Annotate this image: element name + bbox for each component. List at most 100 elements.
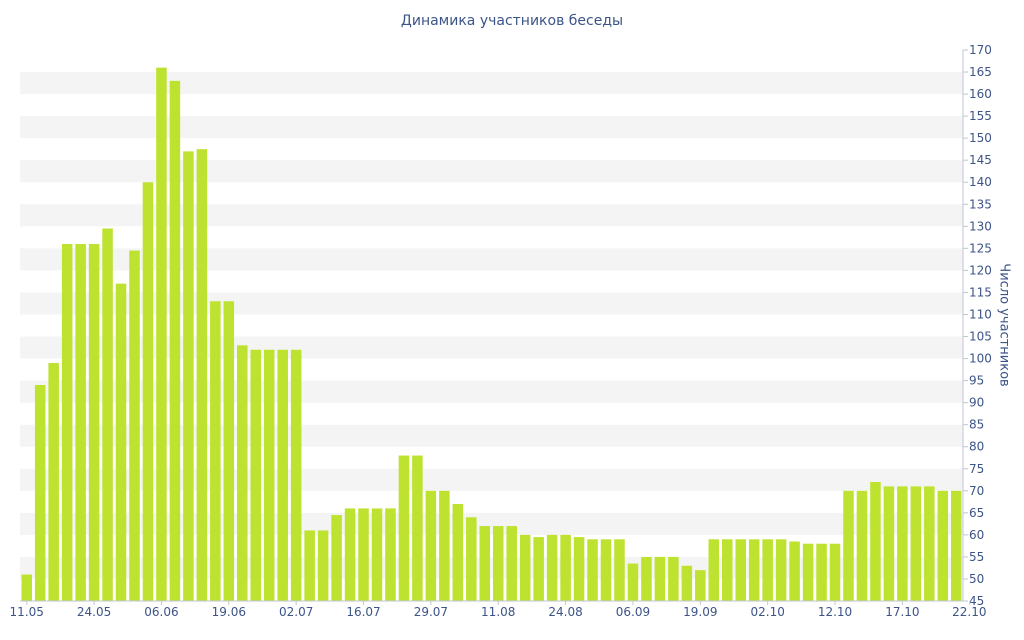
bar — [937, 490, 949, 601]
bar — [802, 543, 814, 601]
y-tick-label: 45 — [969, 594, 984, 608]
bar — [843, 490, 854, 601]
y-tick-label: 50 — [969, 572, 984, 586]
bar — [304, 530, 315, 601]
y-tick-label: 120 — [969, 263, 992, 277]
y-tick-label: 75 — [969, 462, 984, 476]
y-tick-label: 60 — [969, 528, 984, 542]
bar — [775, 539, 787, 601]
bar — [748, 539, 760, 601]
bar — [223, 301, 235, 601]
bar — [21, 574, 32, 601]
x-axis: 11.05 24.05 06.06 19.06 02.07 16.07 29.07 11.08… — [10, 600, 986, 619]
bar — [183, 151, 194, 601]
grid-band — [20, 72, 963, 95]
y-tick-label: 80 — [969, 440, 984, 454]
bar — [344, 508, 356, 601]
grid-band — [20, 248, 963, 271]
bar — [573, 537, 585, 601]
bar — [533, 537, 544, 601]
y-tick-label: 95 — [969, 374, 984, 388]
y-tick-label: 155 — [969, 109, 992, 123]
y-axis-label: Число участников — [996, 263, 1012, 387]
y-tick-label: 105 — [969, 330, 992, 344]
bar — [196, 149, 208, 601]
x-tick-label: 06.06 — [144, 605, 178, 619]
bar — [371, 508, 383, 601]
y-tick-label: 135 — [969, 197, 992, 211]
bar — [61, 243, 73, 601]
x-tick-label: 29.07 — [414, 605, 448, 619]
y-axis: 45 50 55 60 65 70 75 80 85 90 95 100 105 110 115 120 125… — [962, 43, 992, 608]
x-tick-label: 11.05 — [10, 605, 44, 619]
bar — [816, 543, 827, 601]
bar — [452, 504, 464, 601]
x-tick-label: 24.05 — [77, 605, 111, 619]
bar — [695, 570, 706, 601]
y-tick-label: 70 — [969, 484, 984, 498]
bars — [21, 67, 962, 602]
bar — [358, 508, 369, 601]
grid-band — [20, 116, 963, 139]
x-tick-label: 12.10 — [818, 605, 852, 619]
bar — [398, 455, 410, 601]
grid-band — [20, 160, 963, 183]
x-tick-label: 06.09 — [616, 605, 650, 619]
bar — [856, 490, 868, 601]
bar — [708, 539, 720, 601]
bar — [237, 345, 248, 601]
bar — [88, 243, 100, 601]
bar — [614, 539, 625, 601]
y-tick-label: 130 — [969, 219, 992, 233]
bar — [870, 481, 881, 601]
y-tick-label: 160 — [969, 87, 992, 101]
bar — [546, 534, 558, 601]
bar — [479, 526, 491, 601]
bar — [34, 385, 46, 601]
y-tick-label: 150 — [969, 131, 992, 145]
bar — [48, 362, 59, 601]
bar — [492, 526, 504, 601]
y-tick-label: 55 — [969, 550, 984, 564]
y-tick-label: 170 — [969, 43, 992, 57]
bar — [385, 508, 396, 601]
bar — [129, 250, 140, 601]
y-tick-label: 125 — [969, 241, 992, 255]
bar — [142, 182, 154, 602]
bar — [897, 486, 908, 601]
bar — [560, 534, 571, 601]
x-tick-label: 17.10 — [885, 605, 919, 619]
x-tick-label: 19.06 — [212, 605, 246, 619]
bar — [924, 486, 935, 601]
bar — [115, 283, 127, 601]
x-tick-label: 16.07 — [346, 605, 380, 619]
bar — [250, 349, 262, 601]
y-tick-label: 115 — [969, 285, 992, 299]
bar — [75, 243, 86, 601]
bar — [627, 563, 639, 601]
bar — [587, 539, 598, 601]
bar — [263, 349, 275, 601]
bar — [762, 539, 773, 601]
bar — [654, 556, 666, 601]
bar — [735, 539, 746, 601]
y-tick-label: 140 — [969, 175, 992, 189]
bar — [439, 490, 450, 601]
y-tick-label: 165 — [969, 65, 992, 79]
bar — [277, 349, 288, 601]
y-tick-label: 85 — [969, 418, 984, 432]
y-tick-label: 90 — [969, 396, 984, 410]
bar — [425, 490, 437, 601]
chart-title: Динамика участников беседы — [400, 13, 624, 29]
bar — [169, 80, 181, 602]
bar — [317, 530, 329, 601]
bar — [331, 515, 342, 601]
bar — [681, 565, 693, 601]
grid-band — [20, 292, 963, 315]
y-tick-label: 110 — [969, 307, 992, 321]
bar — [789, 541, 800, 601]
bar — [102, 228, 113, 601]
x-tick-label: 02.10 — [750, 605, 784, 619]
bar — [883, 486, 895, 601]
